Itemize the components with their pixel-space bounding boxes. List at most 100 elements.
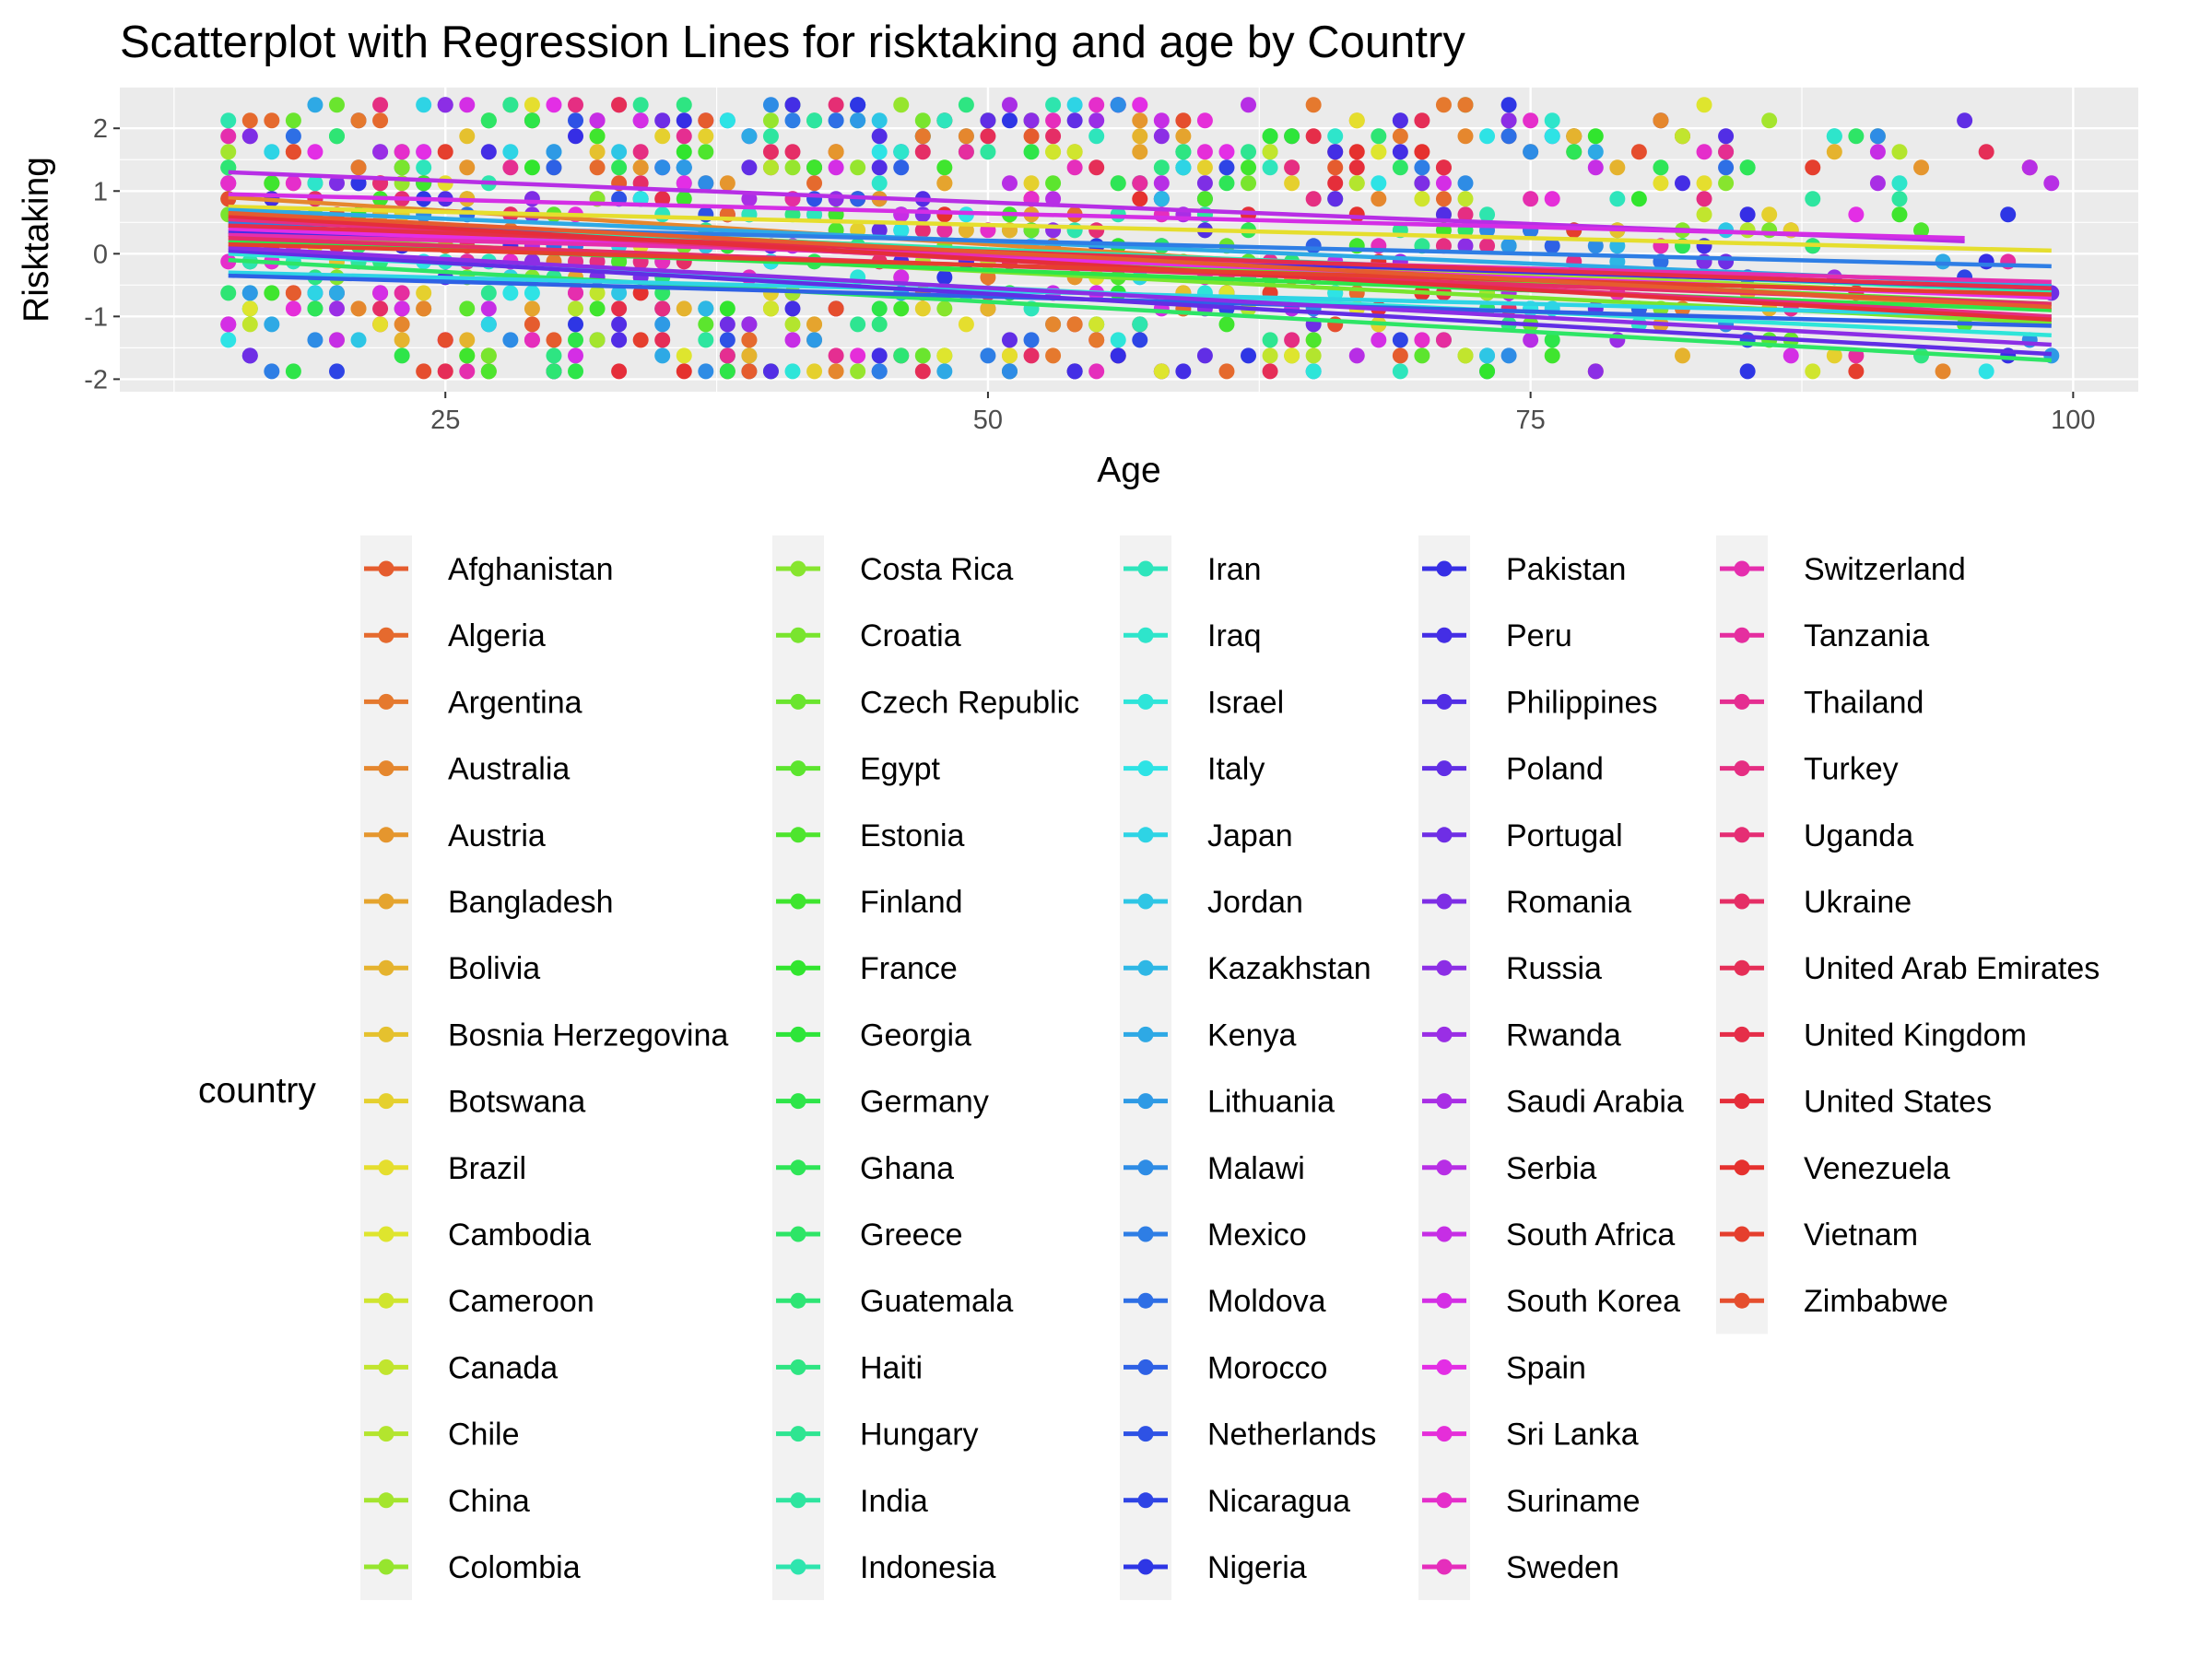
- legend-item: Costa Rica: [776, 552, 1013, 587]
- data-point: [698, 144, 714, 160]
- data-point: [1869, 175, 1886, 192]
- x-tick-label: 100: [2051, 406, 2095, 435]
- legend-key-point: [790, 1026, 806, 1042]
- data-point: [1457, 191, 1474, 207]
- data-point: [1045, 316, 1062, 333]
- legend-key-point: [1436, 827, 1453, 843]
- data-point: [546, 97, 562, 113]
- x-tick-label: 25: [430, 406, 460, 435]
- data-point: [871, 347, 888, 364]
- data-point: [632, 97, 649, 113]
- data-point: [1913, 222, 1930, 239]
- regression-line: [228, 245, 2052, 347]
- data-point: [220, 144, 237, 160]
- data-point: [502, 97, 519, 113]
- data-point: [1826, 128, 1842, 145]
- legend-item: Croatia: [776, 618, 961, 653]
- data-point: [1978, 253, 1994, 270]
- data-point: [328, 300, 345, 317]
- legend-key-point: [1137, 627, 1154, 643]
- data-point: [698, 316, 714, 333]
- legend-key-point: [378, 1093, 394, 1110]
- data-point: [1284, 175, 1300, 192]
- data-point: [394, 300, 410, 317]
- data-point: [1739, 206, 1756, 223]
- data-point: [1153, 191, 1170, 207]
- data-point: [762, 144, 779, 160]
- data-point: [502, 332, 519, 348]
- legend-item: Zimbabwe: [1720, 1284, 1948, 1319]
- data-point: [1196, 175, 1213, 192]
- data-point: [936, 206, 953, 223]
- data-point: [524, 300, 540, 317]
- legend-label: Australia: [448, 752, 570, 787]
- data-point: [958, 97, 974, 113]
- data-point: [1153, 112, 1170, 129]
- legend-label: United States: [1804, 1085, 1992, 1120]
- data-point: [1327, 191, 1344, 207]
- data-point: [1023, 144, 1040, 160]
- legend-key-point: [1734, 827, 1750, 843]
- data-point: [241, 285, 258, 301]
- data-point: [1891, 144, 1908, 160]
- data-point: [568, 316, 584, 333]
- regression-line: [228, 257, 2052, 363]
- data-point: [589, 159, 606, 176]
- data-point: [1566, 144, 1583, 160]
- legend-key-point: [1436, 959, 1453, 976]
- data-point: [1609, 191, 1626, 207]
- legend-key-bg: [1716, 535, 1768, 1335]
- data-point: [1045, 112, 1062, 129]
- legend-key-point: [1137, 760, 1154, 777]
- legend-label: Guatemala: [860, 1284, 1013, 1319]
- data-point: [1132, 112, 1148, 129]
- data-point: [1241, 175, 1257, 192]
- data-point: [285, 144, 301, 160]
- legend-title: country: [198, 1071, 316, 1111]
- data-point: [350, 159, 367, 176]
- legend-item: Venezuela: [1720, 1151, 1950, 1186]
- x-axis-title: Age: [1097, 451, 1160, 490]
- data-point: [546, 347, 562, 364]
- data-point: [1371, 175, 1387, 192]
- data-point: [1066, 222, 1083, 239]
- legend-key-point: [790, 1426, 806, 1442]
- legend-label: Argentina: [448, 685, 582, 720]
- data-point: [350, 300, 367, 317]
- data-point: [480, 316, 497, 333]
- legend-label: Russia: [1506, 951, 1602, 986]
- legend-label: Nigeria: [1207, 1550, 1307, 1585]
- legend-item: Rwanda: [1422, 1018, 1621, 1053]
- legend-key-point: [1734, 627, 1750, 643]
- data-point: [372, 97, 389, 113]
- data-point: [1587, 144, 1604, 160]
- data-point: [762, 97, 779, 113]
- data-point: [1305, 97, 1322, 113]
- legend-key-point: [790, 1093, 806, 1110]
- data-point: [1110, 347, 1126, 364]
- data-point: [784, 300, 801, 317]
- legend-label: Indonesia: [860, 1550, 996, 1585]
- data-point: [1305, 363, 1322, 380]
- data-point: [459, 347, 476, 364]
- data-point: [1327, 175, 1344, 192]
- data-point: [914, 144, 931, 160]
- legend-label: Bangladesh: [448, 885, 614, 920]
- legend-key-point: [1137, 1559, 1154, 1575]
- data-point: [850, 347, 866, 364]
- legend-label: South Korea: [1506, 1284, 1680, 1319]
- legend-key-point: [790, 827, 806, 843]
- data-point: [1414, 144, 1430, 160]
- data-point: [1175, 128, 1192, 145]
- data-point: [307, 97, 324, 113]
- data-point: [1587, 128, 1604, 145]
- y-axis: -2 -1 0 1 2: [84, 114, 120, 394]
- y-tick-label: 2: [93, 114, 108, 144]
- data-point: [1935, 363, 1951, 380]
- data-point: [654, 206, 671, 223]
- legend-key-point: [790, 959, 806, 976]
- legend-key-point: [1734, 1159, 1750, 1176]
- legend-item: South Africa: [1422, 1218, 1675, 1253]
- legend-item: Bangladesh: [364, 885, 614, 920]
- data-point: [1739, 222, 1756, 239]
